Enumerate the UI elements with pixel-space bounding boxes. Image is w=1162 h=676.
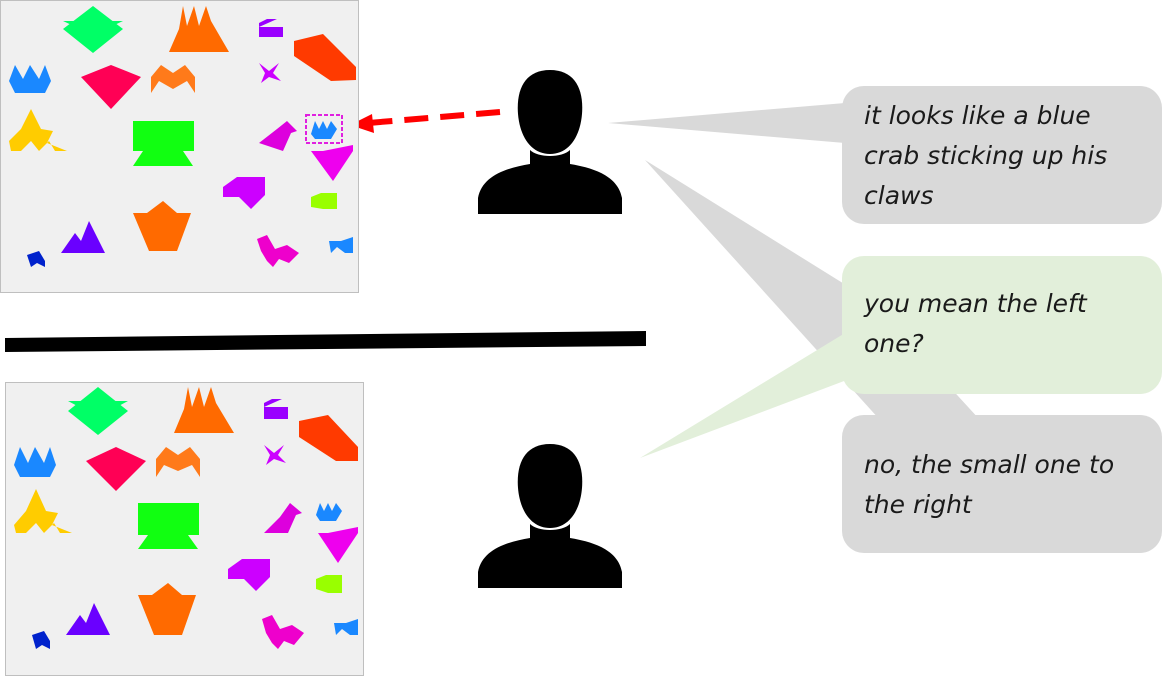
board-listener-view — [5, 382, 364, 676]
tangram-shape — [133, 121, 194, 166]
tangram-shape — [151, 65, 195, 93]
tangram-shape — [264, 503, 302, 533]
tangram-shape — [138, 595, 196, 635]
speech-bubble-speaker: it looks like a blue crab sticking up hi… — [842, 86, 1162, 224]
tangram-shape — [138, 503, 199, 549]
tangram-shape — [86, 447, 146, 491]
bubble-text: you mean the left one? — [864, 289, 1087, 358]
tangram-shape — [259, 63, 281, 83]
tangram-shape — [32, 631, 50, 649]
bubble-text: it looks like a blue crab sticking up hi… — [864, 101, 1108, 210]
tangram-shape — [66, 603, 110, 635]
tangram-shape — [68, 387, 128, 435]
tangram-shape — [329, 237, 353, 253]
tangram-shape — [259, 19, 283, 37]
tangram-shape — [133, 213, 191, 251]
tangram-shape — [228, 559, 270, 591]
tangram-shape — [169, 6, 229, 52]
tangram-shape — [63, 6, 123, 53]
target-highlight-box — [305, 114, 343, 144]
speech-bubble-listener: you mean the left one? — [842, 256, 1162, 394]
tangram-shape — [14, 489, 72, 533]
tangram-shape — [318, 533, 358, 563]
tangram-shape — [174, 387, 234, 433]
dashed-arrow — [367, 109, 501, 126]
tangram-shape — [14, 447, 56, 477]
tangram-shape — [259, 121, 297, 151]
tangram-shape — [294, 34, 356, 81]
tangram-shape — [147, 201, 177, 213]
tangram-shape — [257, 235, 299, 267]
person-icon — [478, 444, 622, 588]
tangram-shape — [152, 583, 182, 595]
tangram-shape — [223, 177, 265, 209]
tangram-shape — [328, 527, 358, 533]
tangram-shape — [156, 447, 200, 477]
speech-bubble-speaker-reply: no, the small one to the right — [842, 415, 1162, 553]
tangram-shape — [299, 415, 358, 461]
bubble-a-tail — [608, 103, 845, 143]
tangram-shape — [311, 151, 353, 181]
arrow-head — [350, 114, 374, 133]
person-icon — [478, 70, 622, 214]
tangram-shape — [323, 145, 353, 151]
tangram-layer-top — [9, 6, 356, 267]
tangram-shape — [334, 619, 358, 635]
board-speaker-view — [0, 0, 359, 293]
tangram-shape — [311, 193, 337, 209]
tangram-shape — [9, 65, 51, 93]
tangram-shape — [264, 445, 286, 465]
bubble-b-tail — [640, 330, 860, 458]
tangram-shape — [9, 109, 67, 151]
tangram-shape — [81, 65, 141, 109]
tangram-shape — [262, 615, 304, 649]
tangram-shape — [316, 575, 342, 593]
tangram-shape — [264, 399, 288, 419]
tangram-shape — [27, 251, 45, 267]
tangram-shape — [316, 503, 342, 521]
tangram-shape — [61, 221, 105, 253]
target-shape — [311, 121, 337, 139]
tangram-layer-bottom — [14, 387, 358, 649]
divider-line — [5, 331, 646, 352]
bubble-text: no, the small one to the right — [864, 450, 1115, 519]
